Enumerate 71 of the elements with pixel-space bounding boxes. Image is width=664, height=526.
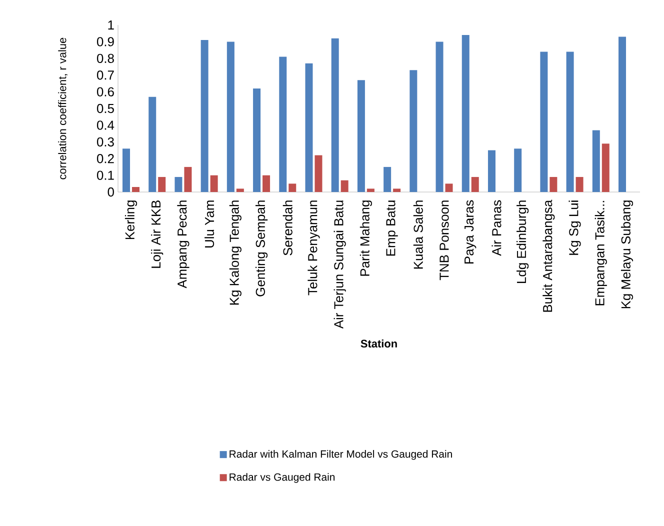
bar [488, 150, 496, 192]
bar [253, 88, 261, 192]
y-tick-label: 0.3 [96, 137, 114, 146]
bar [279, 56, 287, 192]
bar [357, 80, 365, 192]
bar [540, 52, 548, 192]
bar [174, 176, 182, 192]
x-tick-label: Bukit Antarabangsa [542, 200, 555, 312]
y-tick-label: 0.5 [96, 104, 114, 114]
bar [158, 176, 166, 192]
bar [471, 176, 479, 192]
x-tick-label: Serendah [282, 200, 292, 256]
x-tick-label: Parit Mahang [360, 200, 372, 276]
y-tick-label: 0.9 [96, 37, 114, 46]
bar [566, 52, 574, 192]
x-tick-label: Air Terjun Sungai Batu [334, 200, 346, 329]
x-tick-label: Emp Batu [386, 200, 398, 256]
bar [305, 63, 313, 192]
bar [592, 130, 600, 192]
bar [148, 96, 156, 192]
bar [210, 175, 218, 192]
x-tick-label: Kg Sg Lui [568, 200, 581, 255]
x-tick-label: Ampang Pecah [177, 200, 190, 288]
bar [331, 38, 339, 192]
x-tick-label: Paya Jaras [464, 200, 476, 264]
bar [184, 166, 192, 192]
y-axis-title: correlation coefficient, r value [58, 38, 68, 180]
x-tick-label: TNB Ponsoon [440, 200, 449, 280]
bar [602, 144, 610, 192]
bar [200, 40, 208, 192]
x-tick-label: Teluk Penyamun [308, 200, 320, 296]
bar [514, 148, 522, 192]
bar [262, 175, 270, 192]
x-tick-label: Ldg Edinburgh [516, 200, 529, 283]
bar [550, 176, 558, 192]
x-tick-label: Genting Sempah [255, 200, 268, 296]
legend-label: Radar vs Gauged Rain [230, 473, 335, 483]
bar [618, 36, 626, 192]
x-tick-label: Kuala Saleh [413, 200, 423, 269]
bar [340, 180, 348, 192]
y-tick-label: 0 [108, 187, 114, 197]
bar [122, 148, 130, 192]
x-tick-label: Loji Air KKB [151, 200, 164, 268]
bar [462, 35, 470, 192]
y-tick-label: 0.6 [96, 87, 114, 96]
bar [393, 188, 401, 192]
bar [366, 188, 374, 192]
x-tick-label: Empangan Tasik... [594, 200, 607, 306]
bar [445, 184, 453, 192]
y-tick-label: 0.8 [96, 54, 114, 63]
bar [226, 42, 234, 192]
bar [314, 155, 322, 192]
bar [410, 70, 418, 192]
x-tick-label: Air Panas [492, 200, 502, 256]
x-tick-label: Kg Melayu Subang [620, 200, 634, 308]
x-tick-label: Kg Kalong Tengah [229, 200, 242, 305]
x-tick-label: Kerling [124, 200, 138, 240]
bar [132, 186, 140, 192]
x-tick-label: Ulu Yam [204, 200, 214, 248]
bar [384, 166, 392, 192]
y-tick-label: 0.2 [96, 154, 114, 164]
bar [288, 184, 296, 192]
x-axis-title: Station [360, 339, 397, 348]
y-tick-label: 0.7 [96, 70, 114, 80]
y-tick-label: 0.4 [96, 120, 114, 130]
bar [436, 42, 444, 192]
y-tick-label: 0.1 [96, 170, 114, 180]
legend-label: Radar with Kalman Filter Model vs Gauged Rain [230, 450, 452, 460]
bar [576, 176, 584, 192]
y-tick-label: 1 [108, 20, 114, 30]
bar [236, 188, 244, 192]
